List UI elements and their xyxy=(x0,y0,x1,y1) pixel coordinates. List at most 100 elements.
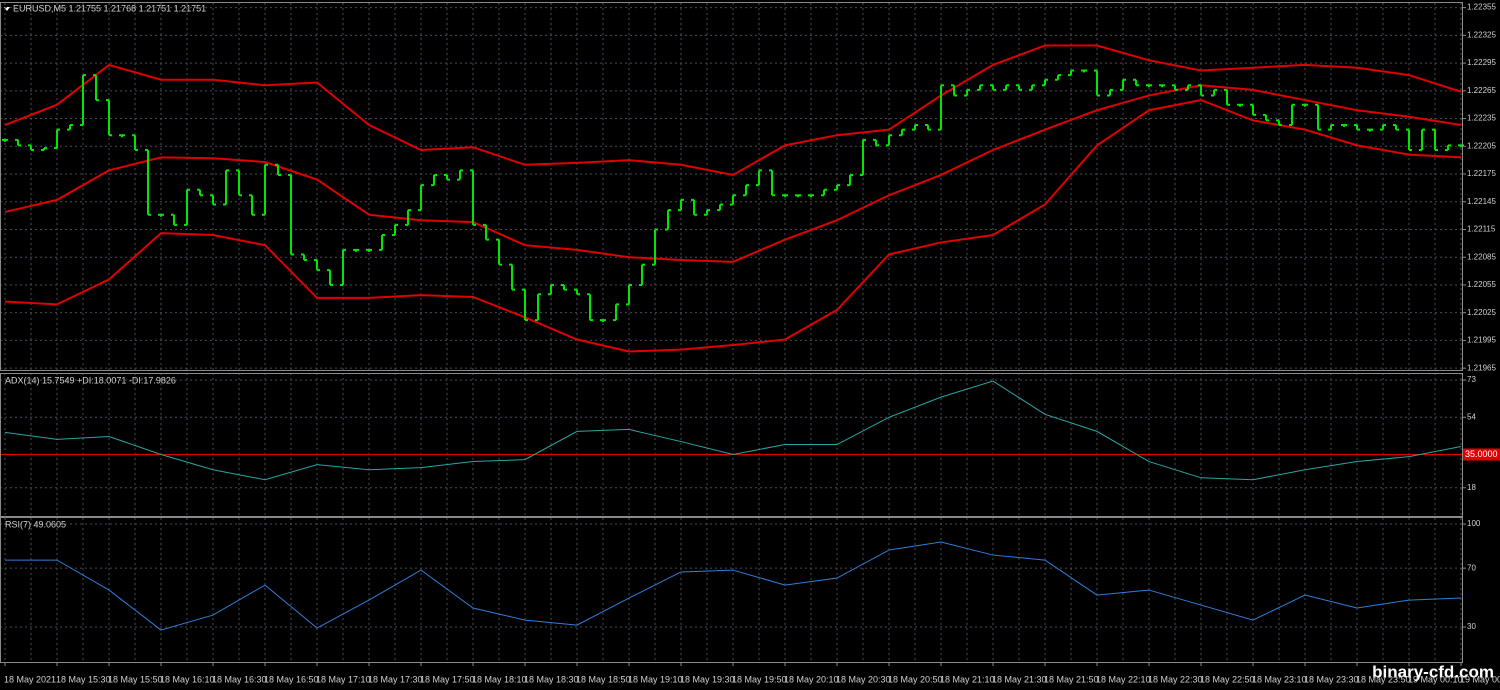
price-bar xyxy=(1094,69,1100,97)
price-bar xyxy=(1068,69,1074,77)
x-tick-label: 18 May 18:10 xyxy=(472,674,527,684)
price-bar xyxy=(418,184,424,212)
price-bar xyxy=(1185,84,1191,91)
y-tick-label: 1.22085 xyxy=(1467,252,1496,261)
price-bar xyxy=(743,184,749,197)
y-tick-label: 1.22175 xyxy=(1467,169,1496,178)
x-tick-label: 18 May 18:50 xyxy=(576,674,631,684)
price-title: EURUSD,M5 1.21755 1.21768 1.21751 1.2175… xyxy=(13,3,206,13)
price-bar xyxy=(314,258,320,272)
price-bar xyxy=(1406,128,1412,151)
x-tick-label: 18 May 18:30 xyxy=(524,674,579,684)
x-tick-label: 18 May 20:50 xyxy=(888,674,943,684)
band-line xyxy=(4,84,1462,263)
price-bar xyxy=(1133,78,1139,87)
price-bar xyxy=(470,169,476,226)
level-label: 35.0000 xyxy=(1465,449,1498,459)
price-bar xyxy=(730,194,736,206)
price-bar xyxy=(1159,84,1165,88)
x-tick-label: 18 May 16:10 xyxy=(160,674,215,684)
price-bar xyxy=(301,253,307,261)
price-bar xyxy=(886,134,892,147)
y-tick-label: 1.22205 xyxy=(1467,141,1496,150)
x-tick-label: 18 May 23:50 xyxy=(1356,674,1411,684)
price-bar xyxy=(93,74,99,102)
price-bar xyxy=(1146,84,1152,88)
price-bar xyxy=(509,263,515,291)
price-bar xyxy=(691,198,697,216)
y-tick-label: 100 xyxy=(1467,519,1481,528)
price-bar xyxy=(145,148,151,216)
y-tick-label: 1.22055 xyxy=(1467,280,1496,289)
price-bar xyxy=(223,169,229,206)
price-bar xyxy=(704,209,710,216)
price-bar xyxy=(80,74,86,127)
price-bar xyxy=(1211,88,1217,97)
price-bar xyxy=(1289,103,1295,127)
x-tick-label: 18 May 16:50 xyxy=(264,674,319,684)
x-tick-label: 18 May 17:10 xyxy=(316,674,371,684)
price-bar xyxy=(1328,124,1334,131)
y-tick-label: 1.22355 xyxy=(1467,3,1496,12)
price-bar xyxy=(457,169,463,181)
y-tick-label: 70 xyxy=(1467,563,1476,572)
price-bar xyxy=(1055,74,1061,81)
price-bar xyxy=(1367,128,1373,132)
price-bar xyxy=(496,238,502,266)
price-bar xyxy=(119,134,125,138)
price-bar xyxy=(535,293,541,322)
y-tick-label: 1.22235 xyxy=(1467,114,1496,123)
y-tick-label: 1.22115 xyxy=(1467,225,1496,234)
band-line xyxy=(4,44,1462,176)
price-bar xyxy=(353,248,359,252)
price-bar xyxy=(561,283,567,291)
x-tick-label: 18 May 21:50 xyxy=(1044,674,1099,684)
x-tick-label: 18 May 15:50 xyxy=(108,674,163,684)
price-bar xyxy=(1276,119,1282,127)
price-bar xyxy=(977,84,983,91)
price-bar xyxy=(366,248,372,252)
price-bar xyxy=(1029,84,1035,91)
x-tick-label: 18 May 21:10 xyxy=(940,674,995,684)
price-bar xyxy=(756,169,762,187)
y-tick-label: 1.22325 xyxy=(1467,30,1496,39)
price-bar xyxy=(1419,128,1425,151)
y-tick-label: 1.22265 xyxy=(1467,86,1496,95)
x-tick-label: 19 May 00:30 xyxy=(1460,674,1500,684)
price-bar xyxy=(574,288,580,296)
x-tick-label: 18 May 17:50 xyxy=(420,674,475,684)
price-bar xyxy=(2,138,8,142)
x-tick-label: 18 May 22:30 xyxy=(1148,674,1203,684)
price-bar xyxy=(1380,124,1386,131)
rsi-title: RSI(7) 49.0605 xyxy=(5,519,66,529)
x-tick-label: 18 May 17:30 xyxy=(368,674,423,684)
x-tick-label: 18 May 19:10 xyxy=(628,674,683,684)
adx-title: ADX(14) 15.7549 +DI:18.0071 -DI:17.9826 xyxy=(5,375,176,385)
x-tick-label: 18 May 20:10 xyxy=(784,674,839,684)
pane-frame xyxy=(0,2,1463,371)
y-tick-label: 1.22145 xyxy=(1467,197,1496,206)
y-tick-label: 18 xyxy=(1467,483,1476,492)
price-bar xyxy=(1315,103,1321,131)
price-bar xyxy=(613,303,619,322)
price-bar xyxy=(522,288,528,322)
indicator-line xyxy=(5,541,1462,631)
price-bar xyxy=(951,84,957,97)
price-bar xyxy=(717,203,723,212)
price-bar xyxy=(1237,103,1243,107)
price-bar xyxy=(249,194,255,216)
y-tick-label: 1.21965 xyxy=(1467,363,1496,372)
price-bar xyxy=(67,124,73,131)
price-bar xyxy=(808,194,814,198)
plot xyxy=(0,44,1464,631)
price-bar xyxy=(938,84,944,131)
price-bar xyxy=(1250,103,1256,116)
price-bar xyxy=(821,188,827,197)
y-tick-label: 54 xyxy=(1467,412,1476,421)
price-bar xyxy=(782,194,788,198)
price-bar xyxy=(639,263,645,286)
x-tick-label: 18 May 22:50 xyxy=(1200,674,1255,684)
price-bar xyxy=(197,188,203,197)
